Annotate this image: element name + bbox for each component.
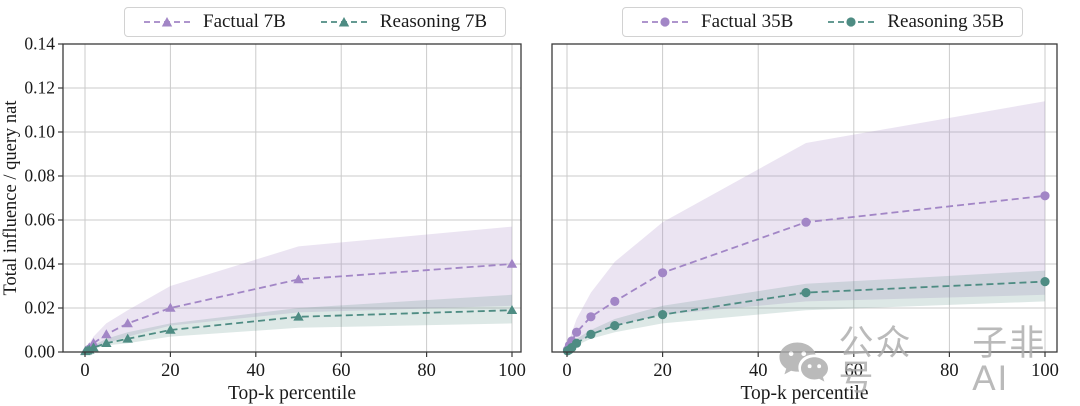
triangle-marker xyxy=(122,318,133,328)
circle-marker xyxy=(801,288,811,298)
x-tick-label: 60 xyxy=(332,361,351,381)
legend-label-reasoning-7b: Reasoning 7B xyxy=(379,11,487,32)
circle-marker xyxy=(1040,191,1050,201)
circle-marker xyxy=(571,338,582,348)
circle-marker xyxy=(658,268,668,278)
y-tick-label: 0.02 xyxy=(24,298,55,318)
y-tick-label: 0.00 xyxy=(24,342,55,362)
y-tick-label: 0.12 xyxy=(24,78,55,98)
x-axis-label: Top-k percentile xyxy=(740,383,868,404)
triangle-marker xyxy=(293,311,304,321)
legend-entry-factual-7b: Factual 7B xyxy=(143,11,286,33)
triangle-marker xyxy=(165,324,176,334)
x-tick-label: 20 xyxy=(653,361,672,381)
circle-marker xyxy=(1040,277,1050,287)
circle-marker xyxy=(610,321,620,331)
x-tick-label: 100 xyxy=(1031,361,1059,381)
y-tick-label: 0.10 xyxy=(24,122,55,142)
x-tick-label: 80 xyxy=(940,361,959,381)
circle-marker xyxy=(586,329,596,339)
triangle-marker xyxy=(165,302,176,312)
legend-35b: Factual 35B Reasoning 35B xyxy=(622,7,1023,37)
triangle-marker xyxy=(338,17,350,27)
triangle-marker xyxy=(101,338,112,347)
subplot-right: 0 20 40 60 80 100 Top-k percentile xyxy=(551,43,1059,404)
x-tick-label: 20 xyxy=(161,361,180,381)
y-axis: 0.00 0.02 0.04 0.06 0.08 0.10 0.12 0.14 xyxy=(24,34,63,362)
x-axis: 0 20 40 60 80 100 Top-k percentile xyxy=(562,352,1059,404)
triangle-marker xyxy=(101,329,112,339)
reasoning-35b-band xyxy=(567,270,1045,352)
y-tick-label: 0.06 xyxy=(24,210,55,230)
circle-marker xyxy=(846,17,856,27)
x-tick-label: 80 xyxy=(417,361,436,381)
x-tick-label: 100 xyxy=(498,361,526,381)
y-tick-label: 0.14 xyxy=(24,34,55,54)
triangle-marker xyxy=(506,258,518,268)
subplot-left: 0 20 40 60 80 100 Top-k percentile 0.00 0.02 0.04… xyxy=(1,34,526,405)
circle-marker xyxy=(586,312,596,322)
x-axis-label: Top-k percentile xyxy=(228,383,356,404)
circle-marker xyxy=(571,327,582,337)
legend-entry-reasoning-7b: Reasoning 7B xyxy=(320,11,487,33)
y-tick-label: 0.08 xyxy=(24,166,55,186)
factual-7b-band xyxy=(85,226,513,352)
x-tick-label: 0 xyxy=(80,361,89,381)
legend-entry-factual-35b: Factual 35B xyxy=(641,11,793,33)
triangle-marker xyxy=(161,17,173,27)
legend-entry-reasoning-35b: Reasoning 35B xyxy=(827,11,1004,33)
y-tick-label: 0.04 xyxy=(24,254,55,274)
y-axis-label: Total influence / query nat xyxy=(1,100,21,296)
x-axis: 0 20 40 60 80 100 Top-k percentile xyxy=(80,352,526,404)
circle-marker xyxy=(658,310,668,320)
triangle-marker xyxy=(506,305,518,314)
x-tick-label: 40 xyxy=(247,361,266,381)
circle-marker xyxy=(801,217,811,227)
legend-7b: Factual 7B Reasoning 7B xyxy=(124,7,506,37)
legend-label-factual-7b: Factual 7B xyxy=(203,11,286,32)
x-tick-label: 40 xyxy=(749,361,768,381)
reasoning-35b-legend-sample xyxy=(828,17,875,27)
triangle-marker xyxy=(122,333,133,343)
factual-35b-legend-sample xyxy=(642,17,688,27)
factual-7b-legend-sample xyxy=(144,17,190,27)
legend-label-factual-35b: Factual 35B xyxy=(701,11,794,32)
reasoning-35b-markers xyxy=(562,277,1050,356)
reasoning-7b-legend-sample xyxy=(320,17,367,27)
legend-label-reasoning-35b: Reasoning 35B xyxy=(887,11,1004,32)
axes-border xyxy=(62,43,522,353)
x-tick-label: 60 xyxy=(845,361,864,381)
circle-marker xyxy=(610,296,620,306)
triangle-marker xyxy=(88,342,99,352)
circle-marker xyxy=(660,17,670,27)
x-tick-label: 0 xyxy=(562,361,571,381)
reasoning-7b-band xyxy=(85,294,513,352)
triangle-marker xyxy=(293,274,304,284)
